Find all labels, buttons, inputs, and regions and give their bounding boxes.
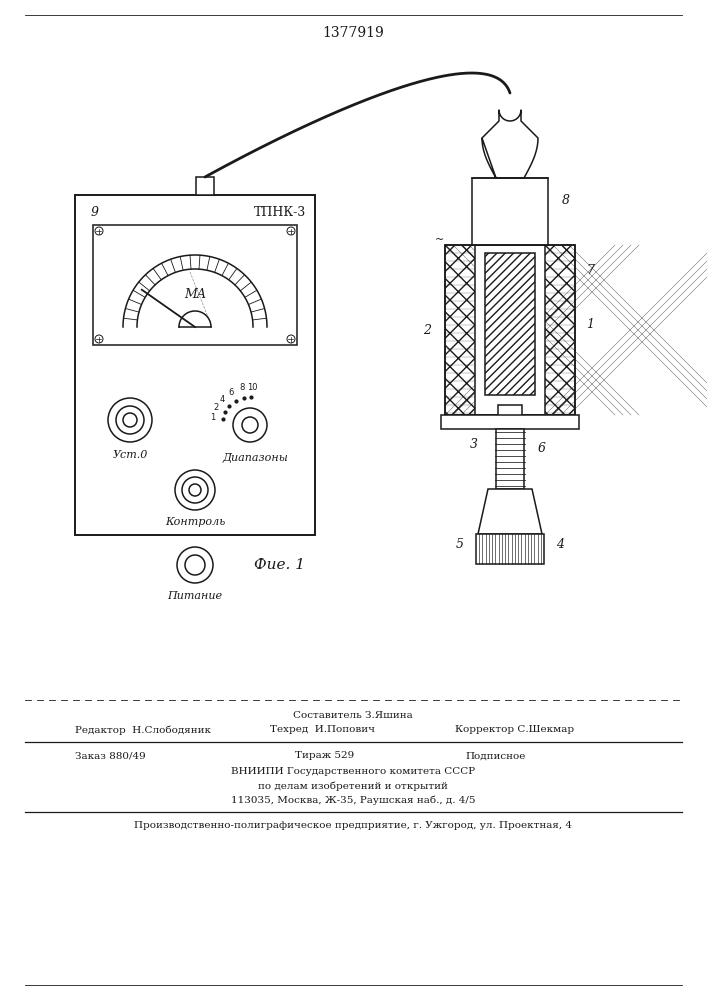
Text: 4: 4	[219, 395, 224, 404]
Text: 1: 1	[586, 318, 594, 332]
Text: по делам изобретений и открытий: по делам изобретений и открытий	[258, 781, 448, 791]
Circle shape	[185, 555, 205, 575]
Bar	[476, 534, 544, 564]
Text: 2: 2	[214, 403, 218, 412]
Text: 8: 8	[240, 383, 245, 392]
Circle shape	[95, 335, 103, 343]
Circle shape	[287, 335, 295, 343]
Text: Техред  И.Попович: Техред И.Попович	[270, 726, 375, 734]
Text: 6: 6	[538, 442, 546, 456]
Circle shape	[116, 406, 144, 434]
Text: 7: 7	[586, 263, 594, 276]
Circle shape	[242, 417, 258, 433]
Text: МА: МА	[184, 288, 206, 302]
Bar	[441, 415, 579, 429]
Polygon shape	[478, 489, 542, 534]
Text: 1377919: 1377919	[322, 26, 384, 40]
Text: ТПНК-3: ТПНК-3	[254, 207, 306, 220]
Text: 6: 6	[228, 388, 234, 397]
Circle shape	[123, 413, 137, 427]
Text: 113035, Москва, Ж-35, Раушская наб., д. 4/5: 113035, Москва, Ж-35, Раушская наб., д. …	[230, 795, 475, 805]
Bar	[75, 195, 315, 535]
Text: Корректор С.Шекмар: Корректор С.Шекмар	[455, 726, 574, 734]
Bar	[485, 253, 535, 395]
Circle shape	[189, 484, 201, 496]
Circle shape	[108, 398, 152, 442]
Bar	[498, 405, 522, 433]
Text: 1: 1	[210, 413, 216, 422]
Bar	[445, 245, 575, 415]
Text: Составитель З.Яшина: Составитель З.Яшина	[293, 712, 413, 720]
Text: Производственно-полиграфическое предприятие, г. Ужгород, ул. Проектная, 4: Производственно-полиграфическое предприя…	[134, 822, 572, 830]
Text: 10: 10	[247, 383, 257, 392]
Text: Тираж 529: Тираж 529	[295, 752, 354, 760]
Text: 2: 2	[423, 324, 431, 336]
Circle shape	[233, 408, 267, 442]
Bar	[475, 245, 545, 415]
Text: Контроль: Контроль	[165, 517, 225, 527]
Circle shape	[175, 470, 215, 510]
Text: 9: 9	[91, 207, 99, 220]
Circle shape	[177, 547, 213, 583]
Circle shape	[182, 477, 208, 503]
Text: ~: ~	[436, 235, 445, 245]
Text: Питание: Питание	[168, 591, 223, 601]
Text: 5: 5	[456, 538, 464, 550]
Bar	[445, 245, 475, 415]
Bar	[445, 245, 575, 415]
Text: Заказ 880/49: Заказ 880/49	[75, 752, 146, 760]
Text: 8: 8	[562, 194, 570, 207]
Bar	[93, 225, 297, 345]
Circle shape	[287, 227, 295, 235]
Text: Подписное: Подписное	[465, 752, 525, 760]
Bar	[196, 177, 214, 195]
Text: Уст.0: Уст.0	[112, 450, 148, 460]
Polygon shape	[482, 110, 538, 178]
Circle shape	[95, 227, 103, 235]
Bar	[545, 245, 575, 415]
Text: Редактор  Н.Слободяник: Редактор Н.Слободяник	[75, 725, 211, 735]
Text: ВНИИПИ Государственного комитета СССР: ВНИИПИ Государственного комитета СССР	[231, 768, 475, 776]
Text: Диапазоны: Диапазоны	[222, 453, 288, 463]
Bar	[472, 178, 548, 245]
Text: Фие. 1: Фие. 1	[255, 558, 305, 572]
Polygon shape	[123, 255, 267, 327]
Text: 3: 3	[470, 438, 478, 450]
Text: 4: 4	[556, 538, 564, 550]
Bar	[485, 253, 535, 395]
Bar	[496, 429, 524, 489]
